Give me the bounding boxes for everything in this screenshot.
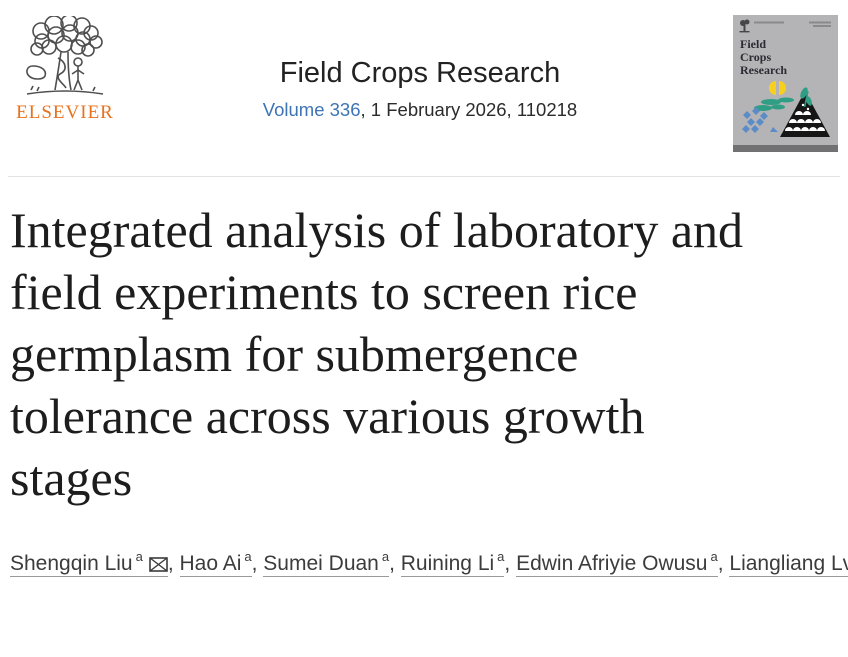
- author-name: Sumei Duan: [263, 552, 379, 575]
- author-name: Hao Ai: [179, 552, 242, 575]
- author: Edwin Afriyie Owusu a,: [516, 549, 730, 577]
- article-title-line: stages: [10, 450, 133, 506]
- author-separator: ,: [251, 552, 264, 575]
- journal-cover-thumbnail[interactable]: Field Crops Research: [733, 15, 838, 152]
- author-name: Ruining Li: [400, 552, 495, 575]
- volume-link[interactable]: Volume 336: [262, 99, 361, 120]
- elsevier-logo[interactable]: ELSEVIER: [12, 16, 118, 124]
- article-title-line: field experiments to screen rice: [10, 264, 638, 320]
- author-separator: ,: [504, 552, 517, 575]
- author-affiliation-sup: a: [710, 549, 718, 564]
- author: Shengqin Liu a,: [10, 549, 180, 577]
- author-name: Edwin Afriyie Owusu: [516, 552, 708, 575]
- author-link[interactable]: Liangliang Lva: [729, 552, 848, 577]
- author-list: Shengqin Liu a, Hao Ai a, Sumei Duan a, Rui…: [10, 539, 848, 583]
- cover-artwork: [742, 81, 830, 137]
- svg-text:Field: Field: [740, 37, 766, 51]
- author: Liangliang Lva,: [729, 552, 848, 577]
- article-title: Integrated analysis of laboratory and fi…: [10, 199, 840, 509]
- article-title-line: tolerance across various growth: [10, 388, 645, 444]
- author-separator: ,: [389, 552, 401, 575]
- author-affiliation-sup: a: [135, 549, 143, 564]
- svg-text:Research: Research: [740, 63, 787, 77]
- author-link[interactable]: Edwin Afriyie Owusu a: [516, 549, 718, 577]
- author-link[interactable]: Ruining Li a: [400, 549, 505, 577]
- author-affiliation-sup: a: [244, 549, 252, 564]
- journal-info: Field Crops Research Volume 336, 1 Febru…: [120, 55, 720, 122]
- issue-info: , 1 February 2026, 110218: [360, 99, 578, 120]
- elsevier-wordmark: ELSEVIER: [16, 102, 114, 123]
- cover-mini-logo: [739, 19, 750, 33]
- article-title-line: germplasm for submergence: [10, 326, 579, 382]
- author: Ruining Li a,: [400, 549, 517, 577]
- author: Sumei Duan a,: [263, 549, 401, 577]
- author-link[interactable]: Shengqin Liu a: [10, 549, 168, 577]
- article-title-line: Integrated analysis of laboratory and: [10, 202, 744, 258]
- elsevier-tree-icon: [26, 16, 104, 95]
- author: Hao Ai a,: [179, 549, 264, 577]
- author-name: Liangliang Lv: [729, 552, 848, 575]
- author-link[interactable]: Sumei Duan a: [263, 549, 390, 577]
- author-affiliation-sup: a: [497, 549, 505, 564]
- journal-title-link[interactable]: Field Crops Research: [279, 57, 561, 89]
- svg-text:Crops: Crops: [740, 50, 771, 64]
- author-separator: ,: [167, 552, 180, 575]
- author-separator: ,: [717, 552, 730, 575]
- cover-title: Field Crops Research: [740, 37, 787, 77]
- author-name: Shengqin Liu: [10, 552, 133, 575]
- author-link[interactable]: Hao Ai a: [179, 549, 252, 577]
- header-divider: [8, 176, 840, 177]
- issue-line: Volume 336, 1 February 2026, 110218: [120, 98, 720, 122]
- envelope-icon[interactable]: [149, 557, 168, 572]
- author-affiliation-sup: a: [381, 549, 390, 564]
